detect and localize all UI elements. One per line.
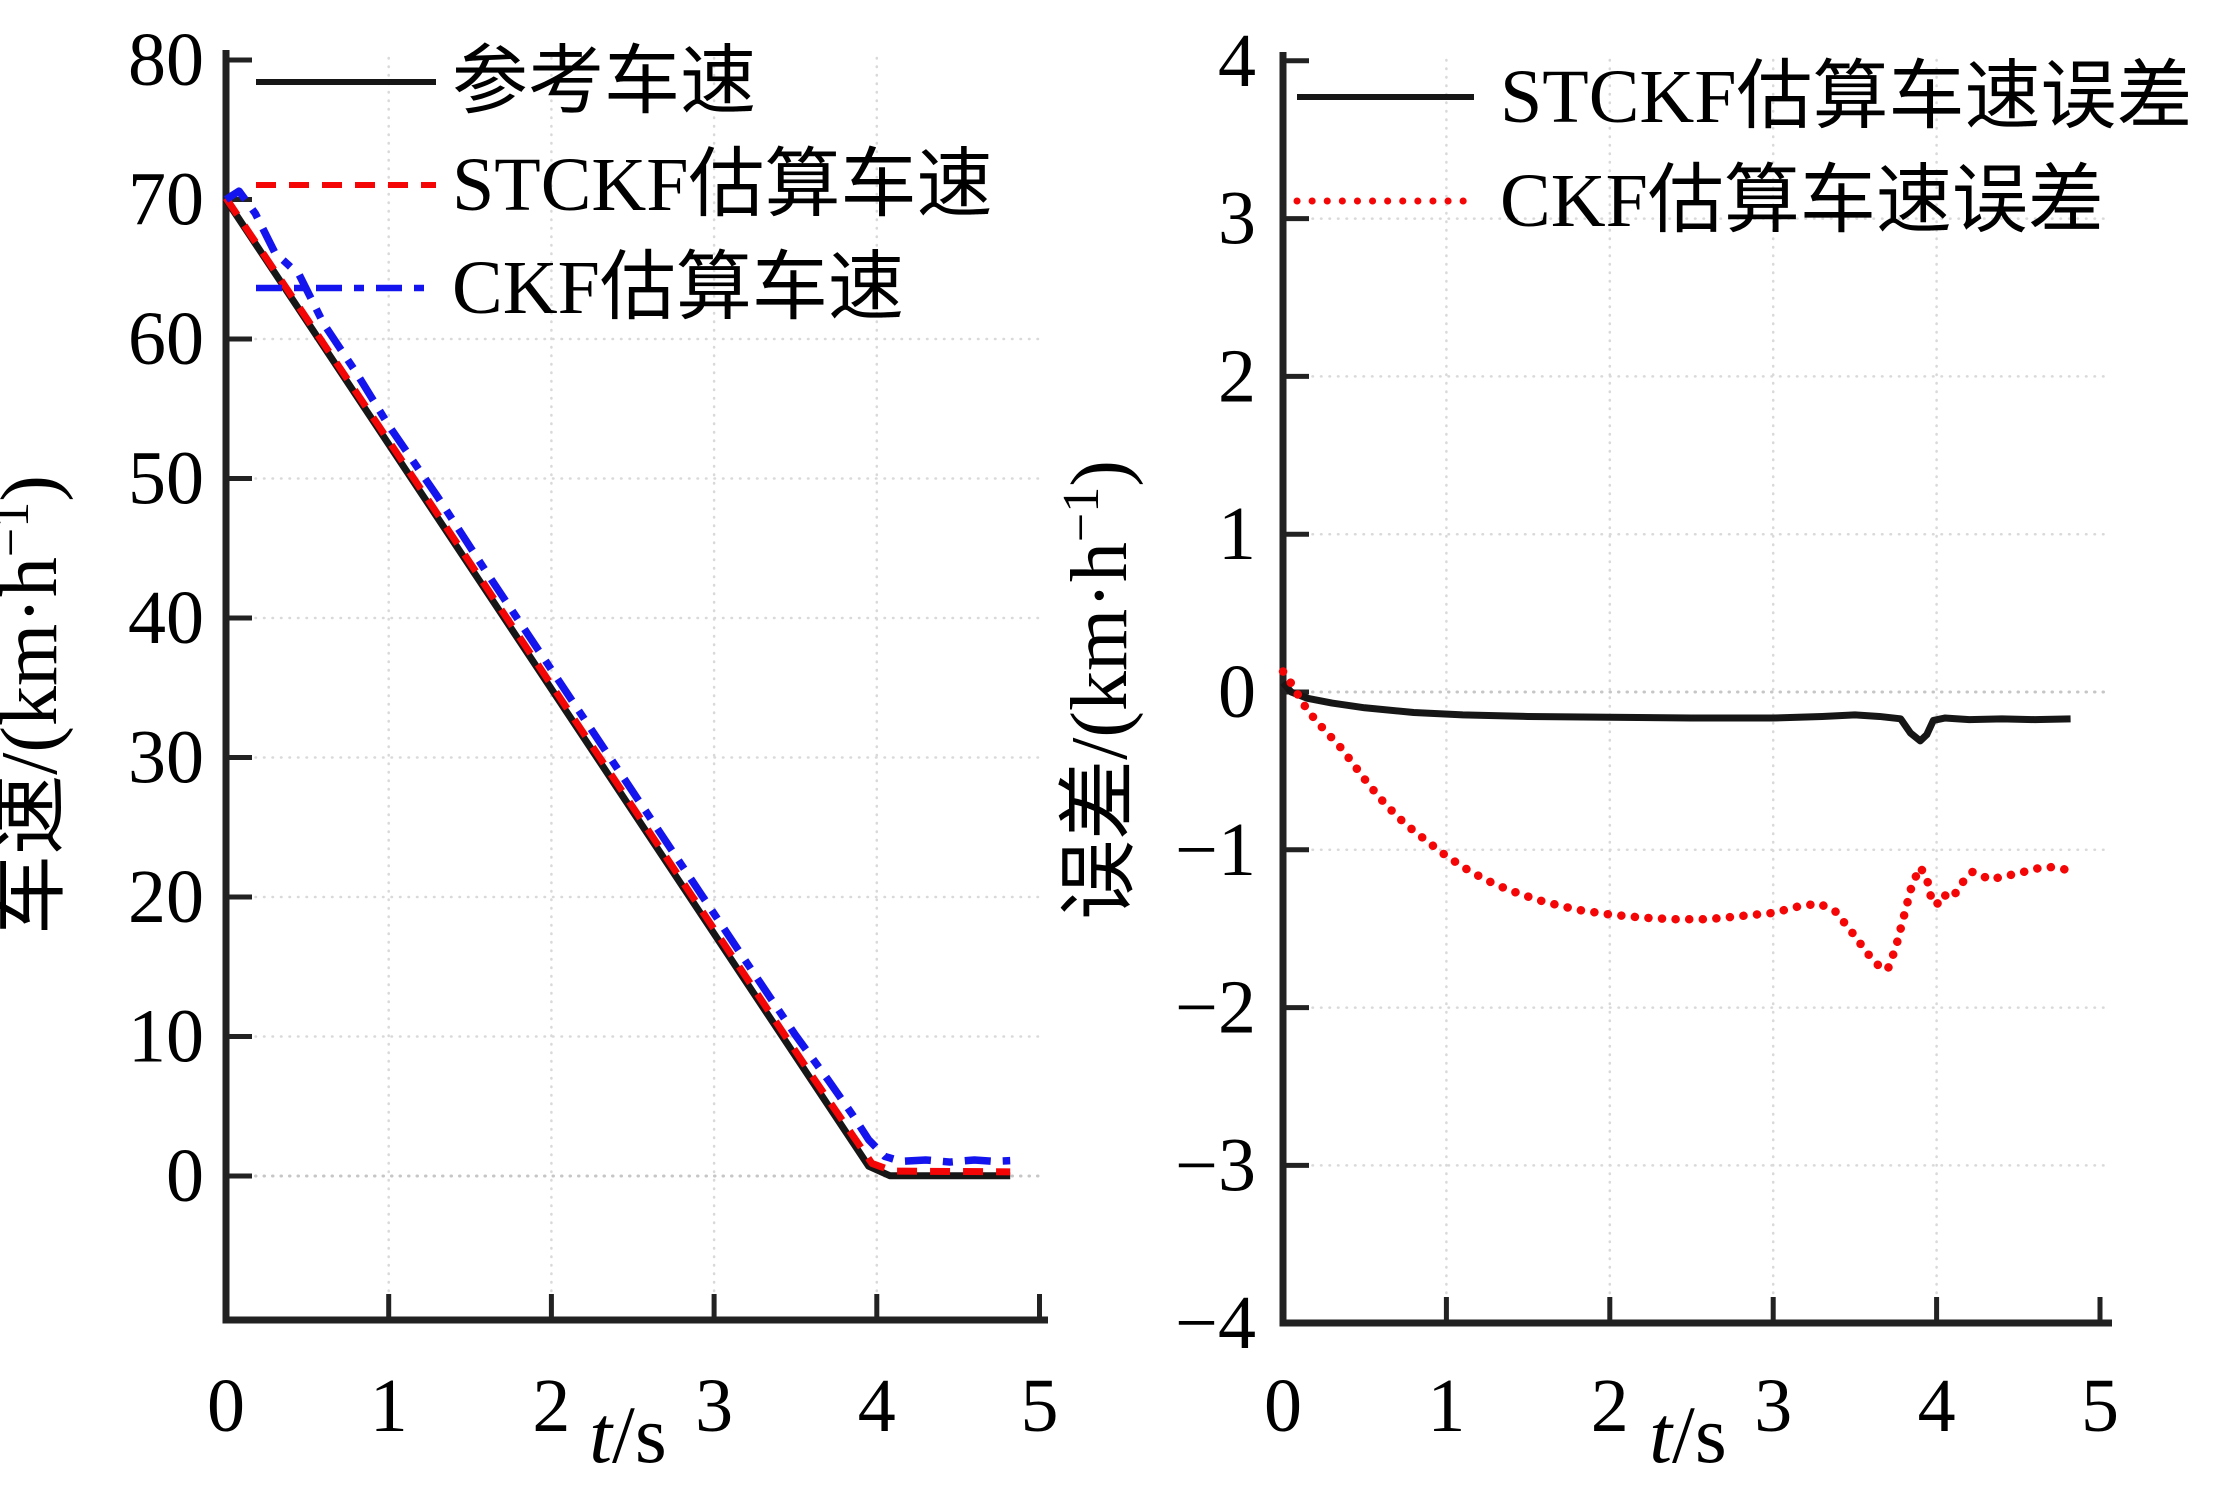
x-axis-label: t/s	[1649, 1389, 1727, 1480]
y-tick-label: −3	[1175, 1123, 1256, 1207]
y-tick-label: 30	[128, 716, 204, 800]
ckf-speed-legend-label: CKF估算车速	[452, 246, 904, 330]
y-axis-label: 误差/(km·h−1)	[1053, 460, 1144, 920]
x-tick-label: 4	[858, 1364, 896, 1448]
stckf-error-legend-label: STCKF估算车速误差	[1500, 55, 2193, 139]
y-tick-label: −1	[1175, 808, 1256, 892]
x-tick-label: 5	[1021, 1364, 1059, 1448]
y-tick-label: 1	[1218, 492, 1256, 576]
x-tick-label: 2	[532, 1364, 570, 1448]
y-tick-label: 70	[128, 158, 204, 242]
y-tick-label: 2	[1218, 334, 1256, 418]
error-chart: −4 −3 −2 −1 0 1 2 3 4 0 1 2 3 4 5 STCKF估算车速误差 CKF估算车速误差 t…	[1053, 19, 2193, 1480]
y-tick-label: 3	[1218, 177, 1256, 261]
speed-chart: 0 10 20 30 40 50 60 70 80 0 1 2 3 4 5 参考车速 STCKF估算车速 CKF估…	[0, 18, 1059, 1480]
y-tick-label: 0	[1218, 650, 1256, 734]
stckf-speed-line	[223, 196, 1011, 1176]
x-tick-label: 3	[695, 1364, 733, 1448]
axis-spines	[222, 50, 1048, 1324]
reference-speed-legend-label: 参考车速	[452, 40, 756, 124]
x-axis-label: t/s	[589, 1389, 667, 1480]
ckf-error-line	[1278, 667, 2075, 974]
y-tick-label: 60	[128, 297, 204, 381]
x-tick-label: 5	[2081, 1364, 2119, 1448]
y-axis-label: 车速/(km·h−1)	[0, 475, 74, 935]
stckf-error-line	[1280, 680, 2071, 745]
y-tick-label: 10	[128, 995, 204, 1079]
x-tick-label: 1	[370, 1364, 408, 1448]
y-tick-label: 20	[128, 855, 204, 939]
y-tick-label: 4	[1218, 19, 1256, 103]
x-tick-label: 4	[1918, 1364, 1956, 1448]
y-tick-label: −2	[1175, 966, 1256, 1050]
x-tick-label: 3	[1754, 1364, 1792, 1448]
reference-speed-line	[223, 197, 1011, 1180]
stckf-speed-legend-label: STCKF估算车速	[452, 143, 993, 227]
x-tick-label: 0	[207, 1364, 245, 1448]
ckf-error-legend-label: CKF估算车速误差	[1500, 159, 2104, 243]
y-tick-label: −4	[1175, 1281, 1256, 1365]
y-tick-label: 40	[128, 576, 204, 660]
y-tick-label: 80	[128, 18, 204, 102]
x-tick-label: 0	[1264, 1364, 1302, 1448]
y-tick-label: 0	[166, 1134, 204, 1218]
x-tick-label: 1	[1427, 1364, 1465, 1448]
y-tick-label: 50	[128, 437, 204, 521]
x-tick-label: 2	[1591, 1364, 1629, 1448]
ckf-speed-line	[223, 187, 1011, 1166]
